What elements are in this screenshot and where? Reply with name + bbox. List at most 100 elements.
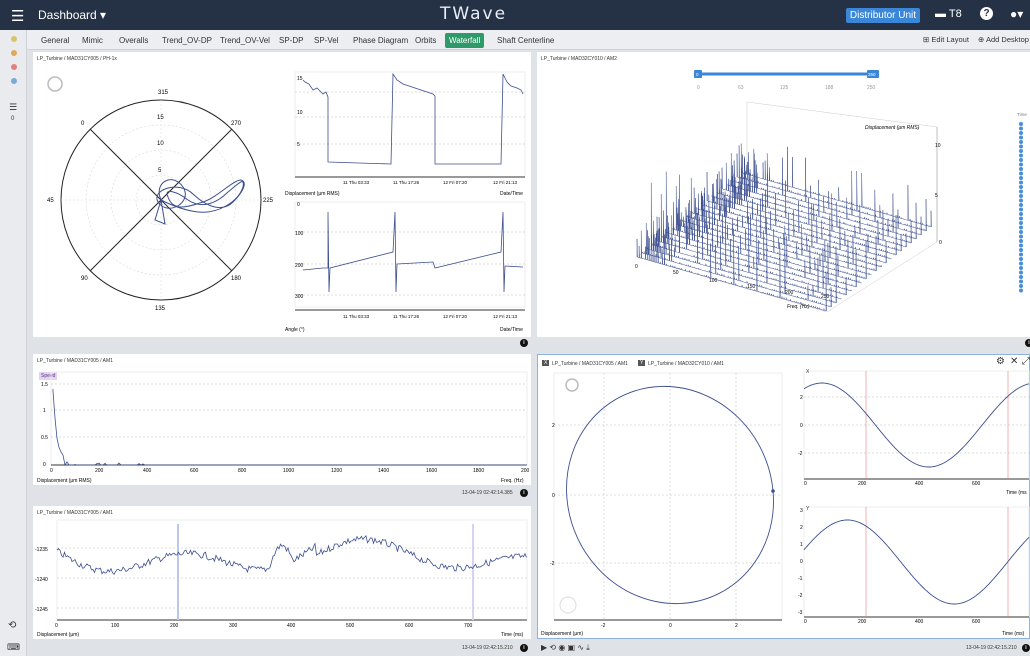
add-desktop-button[interactable]: ⊕ Add Desktop [978, 35, 1029, 44]
polar-trend-chart[interactable]: 315 270 225 180 135 90 45 0 15 10 5 15 1… [33, 52, 531, 337]
info-icon[interactable]: i [1022, 644, 1030, 652]
download-icon[interactable]: ⤓ [586, 643, 590, 652]
x-tick: 150 [747, 284, 756, 290]
slider-max: 250 [868, 72, 876, 77]
orbit-chart[interactable]: 2 0 -2 -2 0 2 Displacement (μm) X 2 0 -2… [538, 355, 1030, 640]
screen-label: T8 [948, 8, 962, 20]
tab-overalls[interactable]: Overalls [119, 36, 149, 45]
edit-layout-button[interactable]: ⊞ Edit Layout [923, 35, 969, 44]
time-dot [1019, 158, 1023, 162]
eye-icon[interactable]: ◉ [558, 643, 566, 652]
time-dot [1019, 279, 1023, 284]
time-dot [1019, 239, 1023, 243]
xy-axes-icon [559, 596, 577, 614]
tick-label: 12 Fri 21:13 [493, 314, 518, 319]
tick-label: 1400 [378, 468, 389, 474]
wave-icon[interactable]: ∿ [577, 643, 585, 652]
history-icon[interactable]: ⟲ [549, 643, 557, 652]
help-icon[interactable]: ? [980, 7, 993, 20]
tab-shaft-centerline[interactable]: Shaft Centerline [497, 36, 555, 45]
tick-label: 400 [143, 468, 152, 474]
tick-label: -3 [798, 610, 803, 616]
status-dot-icon[interactable] [11, 64, 17, 70]
image-icon[interactable]: ▣ [567, 643, 576, 652]
user-icon[interactable]: ●▾ [1010, 7, 1024, 21]
tick-label: 100 [295, 231, 304, 237]
close-icon[interactable]: ✕ [1010, 356, 1019, 367]
orbit-keyphasor-marker [771, 489, 775, 493]
history-icon[interactable]: ⟲ [8, 620, 17, 631]
tick-label: 3 [800, 508, 803, 514]
status-dot-icon[interactable] [11, 78, 17, 84]
status-dot-icon[interactable] [11, 50, 17, 56]
waterfall-spectrum-line [716, 158, 907, 248]
waterfall-spectrum-line [721, 162, 912, 244]
waterfall-spectra [636, 143, 932, 312]
info-icon[interactable]: i [520, 339, 528, 347]
status-dot-icon[interactable] [11, 36, 17, 42]
polar-trace [154, 179, 245, 225]
axis-label: Freq. (Hz) [501, 478, 524, 484]
tick-label: 800 [238, 468, 247, 474]
tab-orbits[interactable]: Orbits [415, 36, 437, 45]
slider-tick: 250 [867, 85, 876, 91]
time-dot [1019, 288, 1023, 293]
time-dot [1019, 270, 1023, 275]
waterfall-spectrum-line [696, 193, 887, 264]
axis-label: Displacement (μm) [541, 631, 583, 637]
time-dot [1019, 131, 1023, 135]
info-icon[interactable]: i [1025, 339, 1030, 347]
waterfall-spectrum-line [661, 171, 852, 292]
info-icon[interactable]: i [520, 489, 528, 497]
waterfall-chart[interactable]: 0 250 0 63 125 188 250 Displacement (μm … [537, 52, 1030, 337]
time-dot [1019, 144, 1023, 149]
screen-selector[interactable]: ▬ T8 [935, 8, 962, 20]
list-icon[interactable]: ☰ [9, 102, 18, 112]
tab-sp-dp[interactable]: SP-DP [279, 36, 304, 45]
tick-label: 200 [521, 468, 530, 474]
time-scroller: Time [1017, 112, 1027, 293]
timewave-chart[interactable]: -1235 -1240 -1245 0 100 200 300 400 500 … [33, 506, 531, 639]
tab-mimic[interactable]: Mimic [82, 36, 103, 45]
time-dot [1019, 176, 1023, 180]
tick-label: -1245 [35, 607, 48, 613]
dashboard-menu[interactable]: Dashboard ▾ [38, 8, 107, 22]
time-dot [1019, 185, 1023, 189]
tab-trend-ov-vel[interactable]: Trend_OV-Vel [220, 36, 270, 45]
time-dot [1019, 234, 1023, 239]
info-icon[interactable]: i [520, 644, 528, 652]
waterfall-spectrum-line [711, 177, 902, 252]
tick-label: 0.5 [41, 435, 48, 441]
app-logo: TWave [440, 4, 508, 24]
tick-label: 1200 [331, 468, 342, 474]
plot-area [50, 371, 528, 466]
expand-icon[interactable]: ⤢ [1022, 356, 1030, 367]
z-label: Displacement (μm RMS) [865, 125, 920, 131]
tab-general[interactable]: General [41, 36, 70, 45]
gear-icon[interactable]: ⚙ [996, 356, 1005, 367]
axis-label: Date/Time [500, 191, 523, 197]
amplitude-trend: 15 10 5 11 Thu 03:33 11 Thu 17:26 12 Fri… [285, 71, 526, 197]
spectrum-chart[interactable]: 1.5 1 0.5 0 0 200 400 600 800 1000 1200 … [33, 354, 531, 485]
distributor-unit-button[interactable]: Distributor Unit [846, 8, 920, 23]
timewave-panel: LP_Turbine / MAD31CY005 / AM1 -1235 -124… [33, 506, 531, 639]
waterfall-spectrum-line [706, 164, 897, 256]
tick-label: 0 [800, 423, 803, 429]
tab-trend-ov-dp[interactable]: Trend_OV-DP [162, 36, 212, 45]
angle-label: 315 [158, 90, 169, 96]
time-dot [1019, 216, 1023, 221]
play-icon[interactable]: ▶ [541, 643, 548, 652]
waterfall-spectrum-line [691, 187, 882, 268]
tick-label: 200 [295, 263, 304, 269]
waveform-trace [56, 534, 527, 575]
axis-label: Displacement (μm) [37, 632, 79, 638]
x-channel-title: LP_Turbine / MAD31CY005 / AM1 [552, 361, 628, 367]
tab-phase-diagram[interactable]: Phase Diagram [353, 36, 409, 45]
tab-sp-vel[interactable]: SP-Vel [314, 36, 339, 45]
waterfall-spectrum-line [676, 199, 867, 280]
hamburger-icon[interactable]: ☰ [11, 8, 25, 25]
tab-waterfall[interactable]: Waterfall [445, 33, 485, 48]
time-dot [1019, 275, 1023, 279]
keyboard-icon[interactable]: ⌨ [7, 642, 20, 652]
waveform-timestamp: 13-04-19 02:42:15.210 [462, 645, 513, 651]
